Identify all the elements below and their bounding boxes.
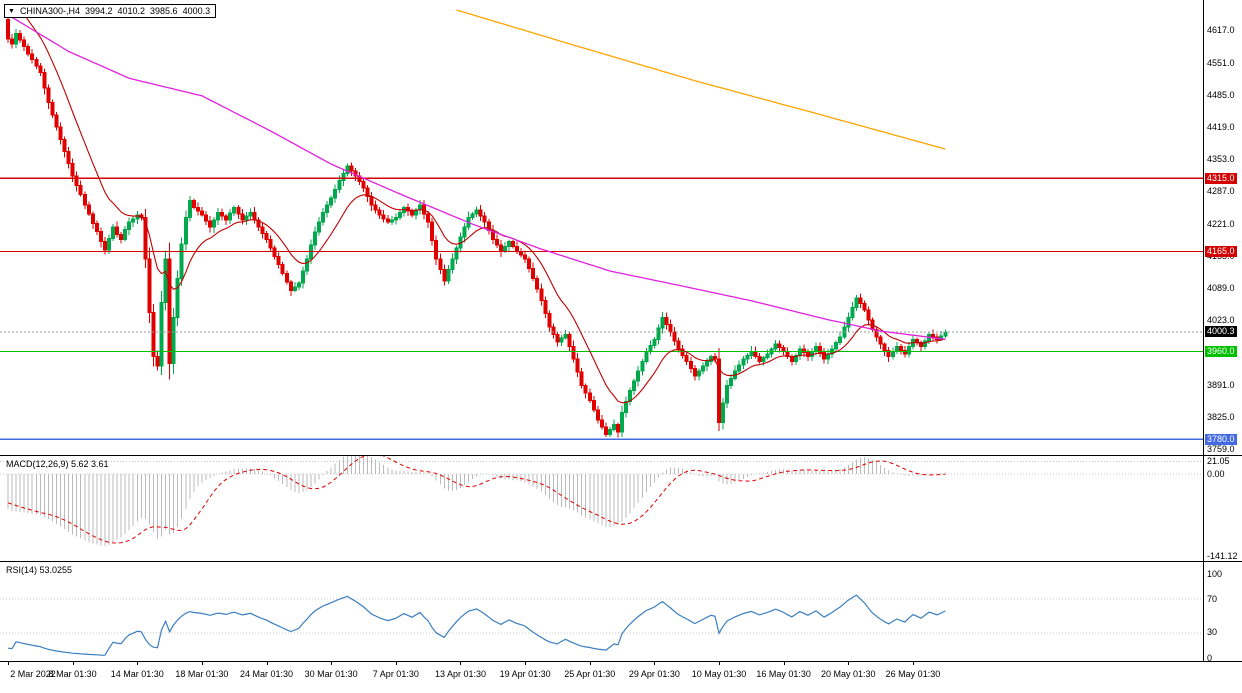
time-axis-label: 29 Apr 01:30	[628, 669, 680, 679]
price-level-badge: 4165.0	[1205, 245, 1237, 257]
price-axis-divider	[1203, 0, 1204, 662]
price-level-badge: 3960.0	[1205, 346, 1237, 358]
time-axis[interactable]: 2 Mar 2022 8 Mar 01:30 14 Mar 01:30 18 Mar …	[0, 662, 1242, 693]
time-axis-label: 24 Mar 01:30	[240, 669, 294, 679]
time-axis-label: 30 Mar 01:30	[304, 669, 358, 679]
time-axis-tick	[783, 662, 785, 665]
time-axis-tick	[460, 662, 462, 665]
time-axis-label: 14 Mar 01:30	[110, 669, 164, 679]
rsi-axis-label: 100	[1207, 568, 1223, 579]
time-axis-tick	[8, 662, 9, 665]
ohlc-open: 3994.2	[84, 6, 113, 16]
price-level-badge: 4000.3	[1205, 326, 1237, 338]
price-axis-label: 3759.0	[1207, 444, 1235, 455]
time-axis-tick	[589, 662, 591, 665]
price-axis-label: 3891.0	[1207, 379, 1235, 390]
time-axis-label: 8 Mar 01:30	[48, 669, 97, 679]
time-axis-tick	[201, 662, 203, 665]
macd-label: MACD(12,26,9) 5.62 3.61	[6, 459, 109, 469]
time-axis-tick	[912, 662, 914, 665]
price-level-badge: 3780.0	[1205, 433, 1237, 445]
time-axis-tick	[72, 662, 74, 665]
rsi-axis-label: 70	[1207, 593, 1218, 604]
symbol-info-box: ▼ CHINA300-,H4 3994.2 4010.2 3985.6 4000…	[4, 4, 217, 18]
symbol-timeframe-label: CHINA300-,H4	[19, 6, 80, 16]
time-axis-label: 18 Mar 01:30	[175, 669, 229, 679]
macd-axis-label: 21.05	[1207, 455, 1230, 466]
price-chart-panel[interactable]: ▼ CHINA300-,H4 3994.2 4010.2 3985.6 4000…	[0, 0, 1242, 456]
candlestick-chart[interactable]	[0, 0, 1203, 455]
price-axis-label: 4353.0	[1207, 154, 1235, 165]
time-axis-tick	[525, 662, 527, 665]
ohlc-close: 4000.3	[182, 6, 211, 16]
price-axis-label: 4023.0	[1207, 315, 1235, 326]
rsi-panel[interactable]: RSI(14) 53.0255	[0, 562, 1242, 662]
time-axis-tick	[137, 662, 139, 665]
price-level-badge: 4315.0	[1205, 172, 1237, 184]
price-axis[interactable]: 4617.0 4551.0 4485.0 4419.0 4353.0 4287.0 4221…	[1204, 0, 1242, 662]
time-axis-label: 2 Mar 2022	[10, 669, 56, 679]
rsi-axis-label: 30	[1207, 627, 1218, 638]
time-axis-tick	[395, 662, 397, 665]
macd-chart[interactable]	[0, 456, 1203, 561]
price-axis-label: 4485.0	[1207, 89, 1235, 100]
symbol-dropdown-icon[interactable]: ▼	[8, 7, 15, 15]
time-axis-label: 13 Apr 01:30	[434, 669, 486, 679]
rsi-axis-label: 0	[1207, 652, 1213, 663]
time-axis-label: 19 Apr 01:30	[499, 669, 551, 679]
macd-panel[interactable]: MACD(12,26,9) 5.62 3.61	[0, 456, 1242, 562]
price-axis-label: 4419.0	[1207, 122, 1235, 133]
price-axis-label: 4089.0	[1207, 283, 1235, 294]
ohlc-low: 3985.6	[150, 6, 178, 16]
time-axis-tick	[266, 662, 268, 665]
time-axis-label: 20 May 01:30	[821, 669, 876, 679]
time-axis-tick	[331, 662, 333, 665]
time-axis-label: 25 Apr 01:30	[564, 669, 616, 679]
price-axis-label: 3825.0	[1207, 411, 1235, 422]
rsi-label: RSI(14) 53.0255	[6, 565, 73, 575]
time-axis-tick	[654, 662, 656, 665]
time-axis-tick	[719, 662, 721, 665]
price-axis-label: 4551.0	[1207, 57, 1235, 68]
price-axis-label: 4221.0	[1207, 218, 1235, 229]
rsi-chart[interactable]	[0, 562, 1203, 661]
time-axis-tick	[848, 662, 850, 665]
macd-axis-label: 0.00	[1207, 468, 1225, 479]
time-axis-label: 10 May 01:30	[691, 669, 747, 679]
price-axis-label: 4287.0	[1207, 186, 1235, 197]
price-axis-label: 4617.0	[1207, 25, 1235, 36]
macd-axis-label: -141.12	[1207, 550, 1238, 561]
time-axis-label: 7 Apr 01:30	[372, 669, 419, 679]
ohlc-high: 4010.2	[117, 6, 146, 16]
time-axis-label: 16 May 01:30	[756, 669, 811, 679]
time-axis-label: 26 May 01:30	[885, 669, 941, 679]
